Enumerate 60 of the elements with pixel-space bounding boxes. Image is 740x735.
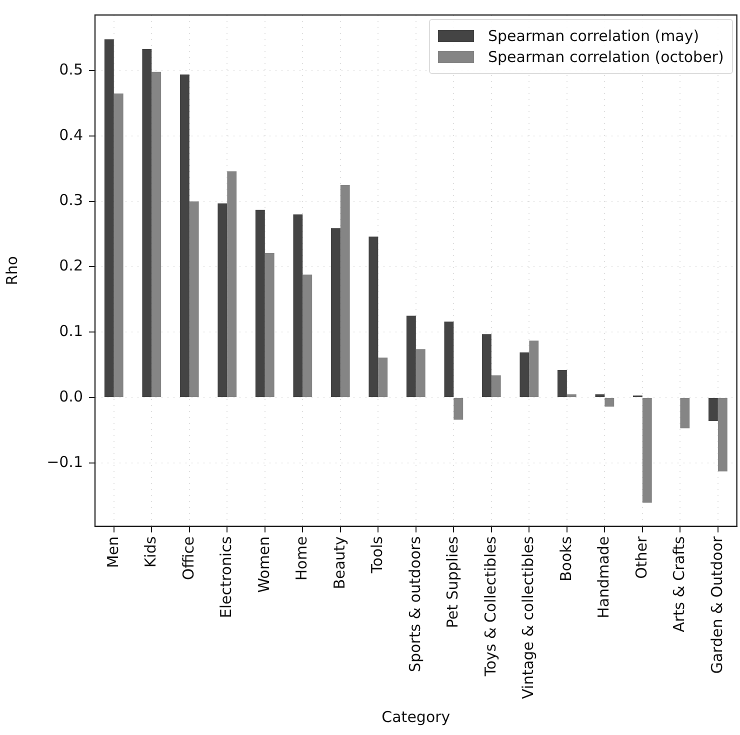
bar bbox=[142, 49, 152, 398]
bar bbox=[595, 394, 605, 398]
bar bbox=[293, 214, 303, 398]
y-tick-label: 0.4 bbox=[59, 126, 83, 144]
bar bbox=[264, 253, 274, 398]
bar bbox=[114, 93, 124, 398]
x-tick-label: Women bbox=[254, 536, 273, 593]
x-tick-label: Pet Supplies bbox=[444, 536, 462, 628]
legend-label: Spearman correlation (october) bbox=[488, 48, 724, 66]
x-tick-label: Men bbox=[104, 536, 122, 568]
bar bbox=[104, 39, 114, 398]
x-tick-label: Office bbox=[179, 536, 198, 580]
y-tick-label: 0.1 bbox=[59, 322, 83, 340]
x-tick-label: Electronics bbox=[217, 536, 236, 618]
x-tick-label: Home bbox=[292, 536, 311, 581]
x-tick-label: Handmade bbox=[594, 536, 613, 618]
y-tick-label: 0.0 bbox=[59, 387, 83, 406]
y-tick-label: −0.1 bbox=[46, 452, 83, 471]
x-tick-label: Tools bbox=[368, 536, 386, 574]
bar bbox=[604, 398, 614, 407]
x-tick-label: Beauty bbox=[330, 536, 348, 590]
bar bbox=[482, 334, 492, 398]
bar bbox=[454, 398, 464, 420]
x-tick-label: Vintage & collectibles bbox=[519, 536, 538, 700]
bar bbox=[330, 228, 340, 398]
bar bbox=[708, 398, 718, 422]
bar bbox=[444, 322, 454, 398]
bar bbox=[368, 236, 378, 398]
x-tick-label: Sports & outdoors bbox=[406, 536, 424, 672]
x-tick-label: Kids bbox=[142, 536, 160, 568]
bar bbox=[218, 203, 228, 398]
bar bbox=[642, 398, 652, 503]
x-tick-label: Other bbox=[632, 535, 650, 579]
bar bbox=[718, 398, 728, 472]
bar bbox=[416, 349, 426, 398]
bar bbox=[406, 316, 416, 398]
bar bbox=[566, 394, 576, 398]
bar bbox=[189, 201, 199, 398]
bar bbox=[520, 352, 530, 398]
y-tick-label: 0.2 bbox=[59, 256, 83, 275]
y-tick-label: 0.3 bbox=[59, 191, 83, 210]
bar bbox=[255, 210, 265, 398]
y-tick-label: 0.5 bbox=[59, 60, 83, 78]
bar bbox=[557, 370, 567, 398]
legend-label: Spearman correlation (may) bbox=[488, 27, 700, 45]
bar bbox=[302, 274, 312, 398]
x-axis-title: Category bbox=[382, 708, 450, 726]
bar bbox=[152, 72, 162, 398]
bar bbox=[378, 358, 388, 398]
y-axis-title: Rho bbox=[2, 256, 21, 286]
bar bbox=[680, 398, 690, 428]
bar bbox=[180, 74, 190, 398]
bar bbox=[227, 171, 237, 398]
x-tick-label: Garden & Outdoor bbox=[708, 535, 726, 674]
bar bbox=[340, 185, 350, 398]
bar bbox=[529, 340, 539, 398]
x-tick-label: Books bbox=[556, 536, 575, 582]
bar bbox=[491, 375, 501, 398]
x-tick-label: Arts & Crafts bbox=[670, 536, 688, 632]
x-tick-label: Toys & Collectibles bbox=[481, 536, 500, 678]
